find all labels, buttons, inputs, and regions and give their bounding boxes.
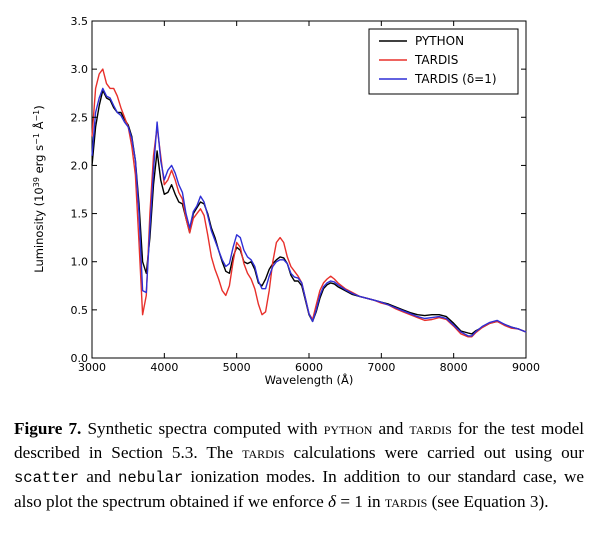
series-lines bbox=[91, 68, 527, 338]
legend-label-tardis: TARDIS bbox=[414, 53, 458, 67]
y-tick-label: 3.5 bbox=[71, 15, 89, 28]
x-tick-label: 9000 bbox=[512, 361, 540, 374]
caption-text: and bbox=[372, 419, 410, 438]
y-tick-label: 1.0 bbox=[71, 256, 89, 269]
y-tick-label: 1.5 bbox=[71, 208, 89, 221]
x-tick-label: 6000 bbox=[295, 361, 323, 374]
caption-delta-symbol: δ bbox=[328, 492, 337, 511]
x-axis-label: Wavelength (Å) bbox=[265, 372, 354, 387]
y-axis-label: Luminosity (1039 erg s−1 Å−1) bbox=[31, 105, 46, 273]
caption-tardis: tardis bbox=[242, 443, 285, 462]
legend: PYTHON TARDIS TARDIS (δ=1) bbox=[368, 28, 519, 95]
y-tick-label: 2.0 bbox=[71, 159, 89, 172]
series-line-tardis-delta bbox=[91, 87, 527, 337]
caption-text: ionization modes. In addition to our sta… bbox=[14, 467, 584, 511]
caption-text: = 1 in bbox=[336, 492, 385, 511]
legend-label-tardis-delta: TARDIS (δ=1) bbox=[414, 72, 497, 86]
y-tick-label: 0.5 bbox=[71, 304, 89, 317]
axis-ticks: 3000 4000 5000 6000 7000 8000 9000 0.0 0.5 1.0 1.5… bbox=[71, 15, 541, 374]
caption-text: (see Equation 3). bbox=[427, 492, 549, 511]
x-tick-label: 3000 bbox=[78, 361, 106, 374]
legend-label-python: PYTHON bbox=[415, 34, 464, 48]
caption-text: Synthetic spectra computed with bbox=[81, 419, 324, 438]
y-tick-label: 0.0 bbox=[71, 352, 89, 365]
caption-text: calculations were carried out using our bbox=[284, 443, 584, 462]
figure-caption: Figure 7. Synthetic spectra computed wit… bbox=[14, 417, 584, 514]
caption-scatter-mode: scatter bbox=[14, 469, 80, 487]
y-tick-label: 2.5 bbox=[71, 111, 89, 124]
caption-python: python bbox=[323, 419, 373, 438]
caption-text: for the test model described in Section … bbox=[14, 419, 584, 462]
spectra-figure: 3000 4000 5000 6000 7000 8000 9000 0.0 0.5 1.0 1.5… bbox=[31, 15, 541, 387]
caption-text: and bbox=[79, 467, 119, 486]
x-tick-label: 4000 bbox=[150, 361, 178, 374]
caption-tardis: tardis bbox=[409, 419, 452, 438]
x-tick-label: 8000 bbox=[440, 361, 468, 374]
x-tick-label: 7000 bbox=[367, 361, 395, 374]
caption-figure-label: Figure 7. bbox=[14, 419, 82, 438]
legend-frame bbox=[368, 28, 519, 95]
caption-nebular-mode: nebular bbox=[118, 469, 184, 487]
y-tick-label: 3.0 bbox=[71, 63, 89, 76]
caption-tardis: tardis bbox=[384, 492, 428, 511]
x-tick-label: 5000 bbox=[223, 361, 251, 374]
